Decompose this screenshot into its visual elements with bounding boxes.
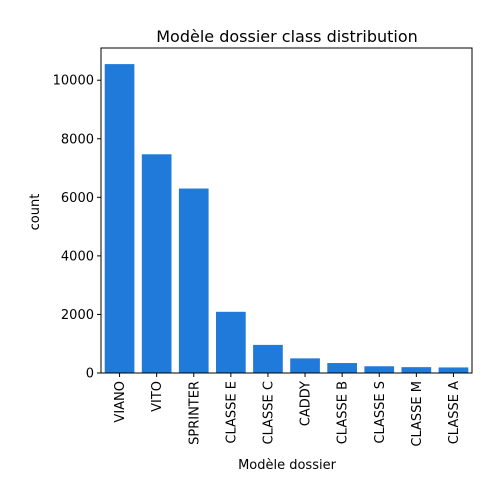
x-tick-label: CADDY xyxy=(299,381,314,426)
bar-classe-e xyxy=(216,311,246,373)
x-axis-label: Modèle dossier xyxy=(238,458,337,473)
bar-viano xyxy=(104,64,135,373)
y-tick-label: 0 xyxy=(86,367,94,382)
x-tick-label: VITO xyxy=(150,381,165,412)
x-tick-label: VIANO xyxy=(113,381,128,423)
y-tick-label: 10000 xyxy=(53,74,94,89)
bar-vito xyxy=(141,154,172,373)
bar-classe-a xyxy=(438,367,469,373)
y-tick-label: 4000 xyxy=(61,249,94,264)
x-tick-label: CLASSE S xyxy=(373,381,388,444)
y-tick-label: 2000 xyxy=(61,308,94,323)
x-tick-label: CLASSE M xyxy=(410,381,425,447)
plot-frame xyxy=(100,47,473,374)
x-tick-label: CLASSE A xyxy=(447,381,462,444)
y-tick-label: 6000 xyxy=(61,191,94,206)
y-tick-label: 8000 xyxy=(61,132,94,147)
x-tick-label: CLASSE C xyxy=(261,381,276,444)
bar-classe-c xyxy=(253,344,283,373)
bar-classe-b xyxy=(327,363,357,373)
bars-group xyxy=(104,64,469,373)
bar-classe-m xyxy=(401,367,432,373)
x-axis: VIANO VITO SPRINTER CLASSE E CLASSE C CADDY CL… xyxy=(113,373,462,447)
x-tick-label: SPRINTER xyxy=(187,381,202,445)
chart-title: Modèle dossier class distribution xyxy=(156,27,418,46)
y-axis: 0 2000 4000 6000 8000 10000 xyxy=(53,74,101,382)
y-axis-label: count xyxy=(28,194,43,231)
bar-caddy xyxy=(290,358,320,373)
x-tick-label: CLASSE B xyxy=(336,381,351,444)
x-tick-label: CLASSE E xyxy=(224,381,239,444)
bar-classe-s xyxy=(364,366,395,373)
bar-sprinter xyxy=(178,188,209,373)
